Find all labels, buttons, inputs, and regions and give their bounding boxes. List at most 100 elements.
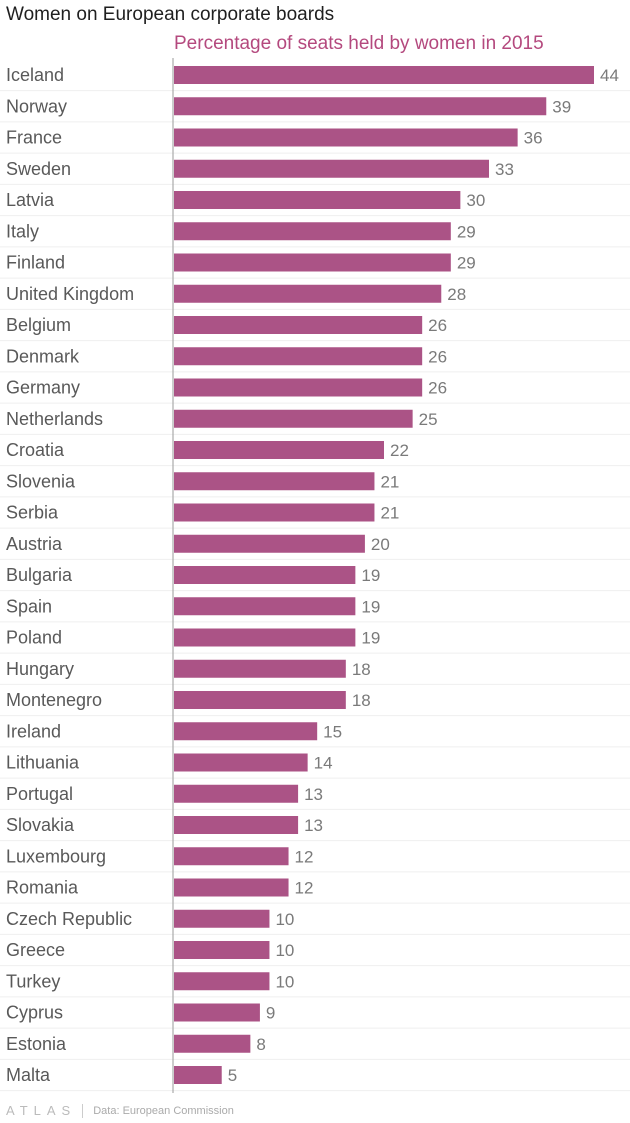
value-label: 5 (228, 1066, 237, 1085)
category-label: Greece (6, 940, 65, 960)
value-label: 29 (457, 254, 476, 273)
atlas-logo: ATLAS (6, 1103, 77, 1118)
category-label: Estonia (6, 1034, 67, 1054)
bar (174, 753, 308, 772)
value-label: 15 (323, 722, 342, 741)
value-label: 19 (361, 629, 380, 648)
category-label: Hungary (6, 659, 74, 679)
category-label: Serbia (6, 503, 59, 523)
value-label: 21 (380, 504, 399, 523)
bar (174, 1034, 251, 1053)
category-label: Latvia (6, 190, 55, 210)
bar (174, 378, 423, 397)
bar (174, 159, 489, 178)
value-label: 30 (466, 191, 485, 210)
bar (174, 659, 346, 678)
value-label: 12 (295, 879, 314, 898)
value-label: 20 (371, 535, 390, 554)
footer: ATLAS Data: European Commission (6, 1103, 234, 1118)
category-label: Croatia (6, 440, 65, 460)
value-label: 9 (266, 1004, 275, 1023)
value-label: 19 (361, 566, 380, 585)
value-label: 19 (361, 597, 380, 616)
category-label: Spain (6, 596, 52, 616)
value-label: 21 (380, 472, 399, 491)
category-label: Montenegro (6, 690, 102, 710)
bar (174, 1066, 222, 1084)
bar (174, 816, 299, 834)
value-label: 22 (390, 441, 409, 460)
value-label: 44 (600, 66, 619, 85)
value-label: 26 (428, 316, 447, 335)
value-label: 36 (524, 129, 543, 148)
bar (174, 409, 413, 428)
bar (174, 128, 518, 147)
category-label: Sweden (6, 159, 71, 179)
value-label: 18 (352, 691, 371, 710)
value-label: 25 (419, 410, 438, 429)
category-label: Lithuania (6, 753, 80, 773)
value-label: 26 (428, 347, 447, 366)
category-label: Finland (6, 253, 65, 273)
bar (174, 941, 270, 959)
bar (174, 284, 442, 303)
bar-chart: Iceland 44 Norway 39 France 36 Sweden 33 Latvia 3… (0, 58, 630, 1093)
category-label: Turkey (6, 971, 60, 991)
category-label: Ireland (6, 721, 61, 741)
bar (174, 222, 451, 241)
category-label: Romania (6, 878, 79, 898)
category-label: Czech Republic (6, 909, 132, 929)
category-label: Malta (6, 1065, 51, 1085)
bar (174, 316, 423, 334)
category-label: France (6, 128, 62, 148)
bar (174, 691, 346, 709)
bar (174, 784, 299, 803)
bar (174, 1003, 260, 1022)
bar (174, 441, 384, 459)
bar (174, 972, 270, 991)
bar (174, 97, 547, 116)
bar (174, 597, 356, 616)
value-label: 10 (275, 972, 294, 991)
category-label: Iceland (6, 65, 64, 85)
category-label: Austria (6, 534, 63, 554)
category-label: Norway (6, 96, 67, 116)
category-label: Belgium (6, 315, 71, 335)
bar (174, 253, 451, 272)
value-label: 10 (275, 910, 294, 929)
value-label: 29 (457, 222, 476, 241)
category-label: Bulgaria (6, 565, 73, 585)
category-label: Slovenia (6, 471, 76, 491)
value-label: 39 (552, 97, 571, 116)
bar (174, 191, 461, 209)
value-label: 13 (304, 785, 323, 804)
value-label: 33 (495, 160, 514, 179)
value-label: 13 (304, 816, 323, 835)
bar (174, 347, 423, 366)
category-label: Luxembourg (6, 846, 106, 866)
bar (174, 566, 356, 584)
bar (174, 722, 318, 741)
value-label: 10 (275, 941, 294, 960)
category-label: Germany (6, 378, 80, 398)
source-note: Data: European Commission (93, 1104, 234, 1117)
category-label: Portugal (6, 784, 73, 804)
bar (174, 66, 594, 84)
bar (174, 628, 356, 647)
value-label: 28 (447, 285, 466, 304)
category-label: Poland (6, 628, 62, 648)
category-label: Italy (6, 221, 39, 241)
value-label: 12 (295, 847, 314, 866)
bar (174, 878, 289, 897)
category-label: Slovakia (6, 815, 75, 835)
chart-subtitle: Percentage of seats held by women in 201… (174, 33, 544, 54)
bar (174, 909, 270, 928)
bar (174, 534, 365, 553)
bar (174, 847, 289, 866)
value-label: 26 (428, 379, 447, 398)
value-label: 14 (314, 754, 333, 773)
chart-title: Women on European corporate boards (6, 4, 335, 25)
category-label: United Kingdom (6, 284, 134, 304)
bar (174, 503, 375, 522)
bar (174, 472, 375, 491)
